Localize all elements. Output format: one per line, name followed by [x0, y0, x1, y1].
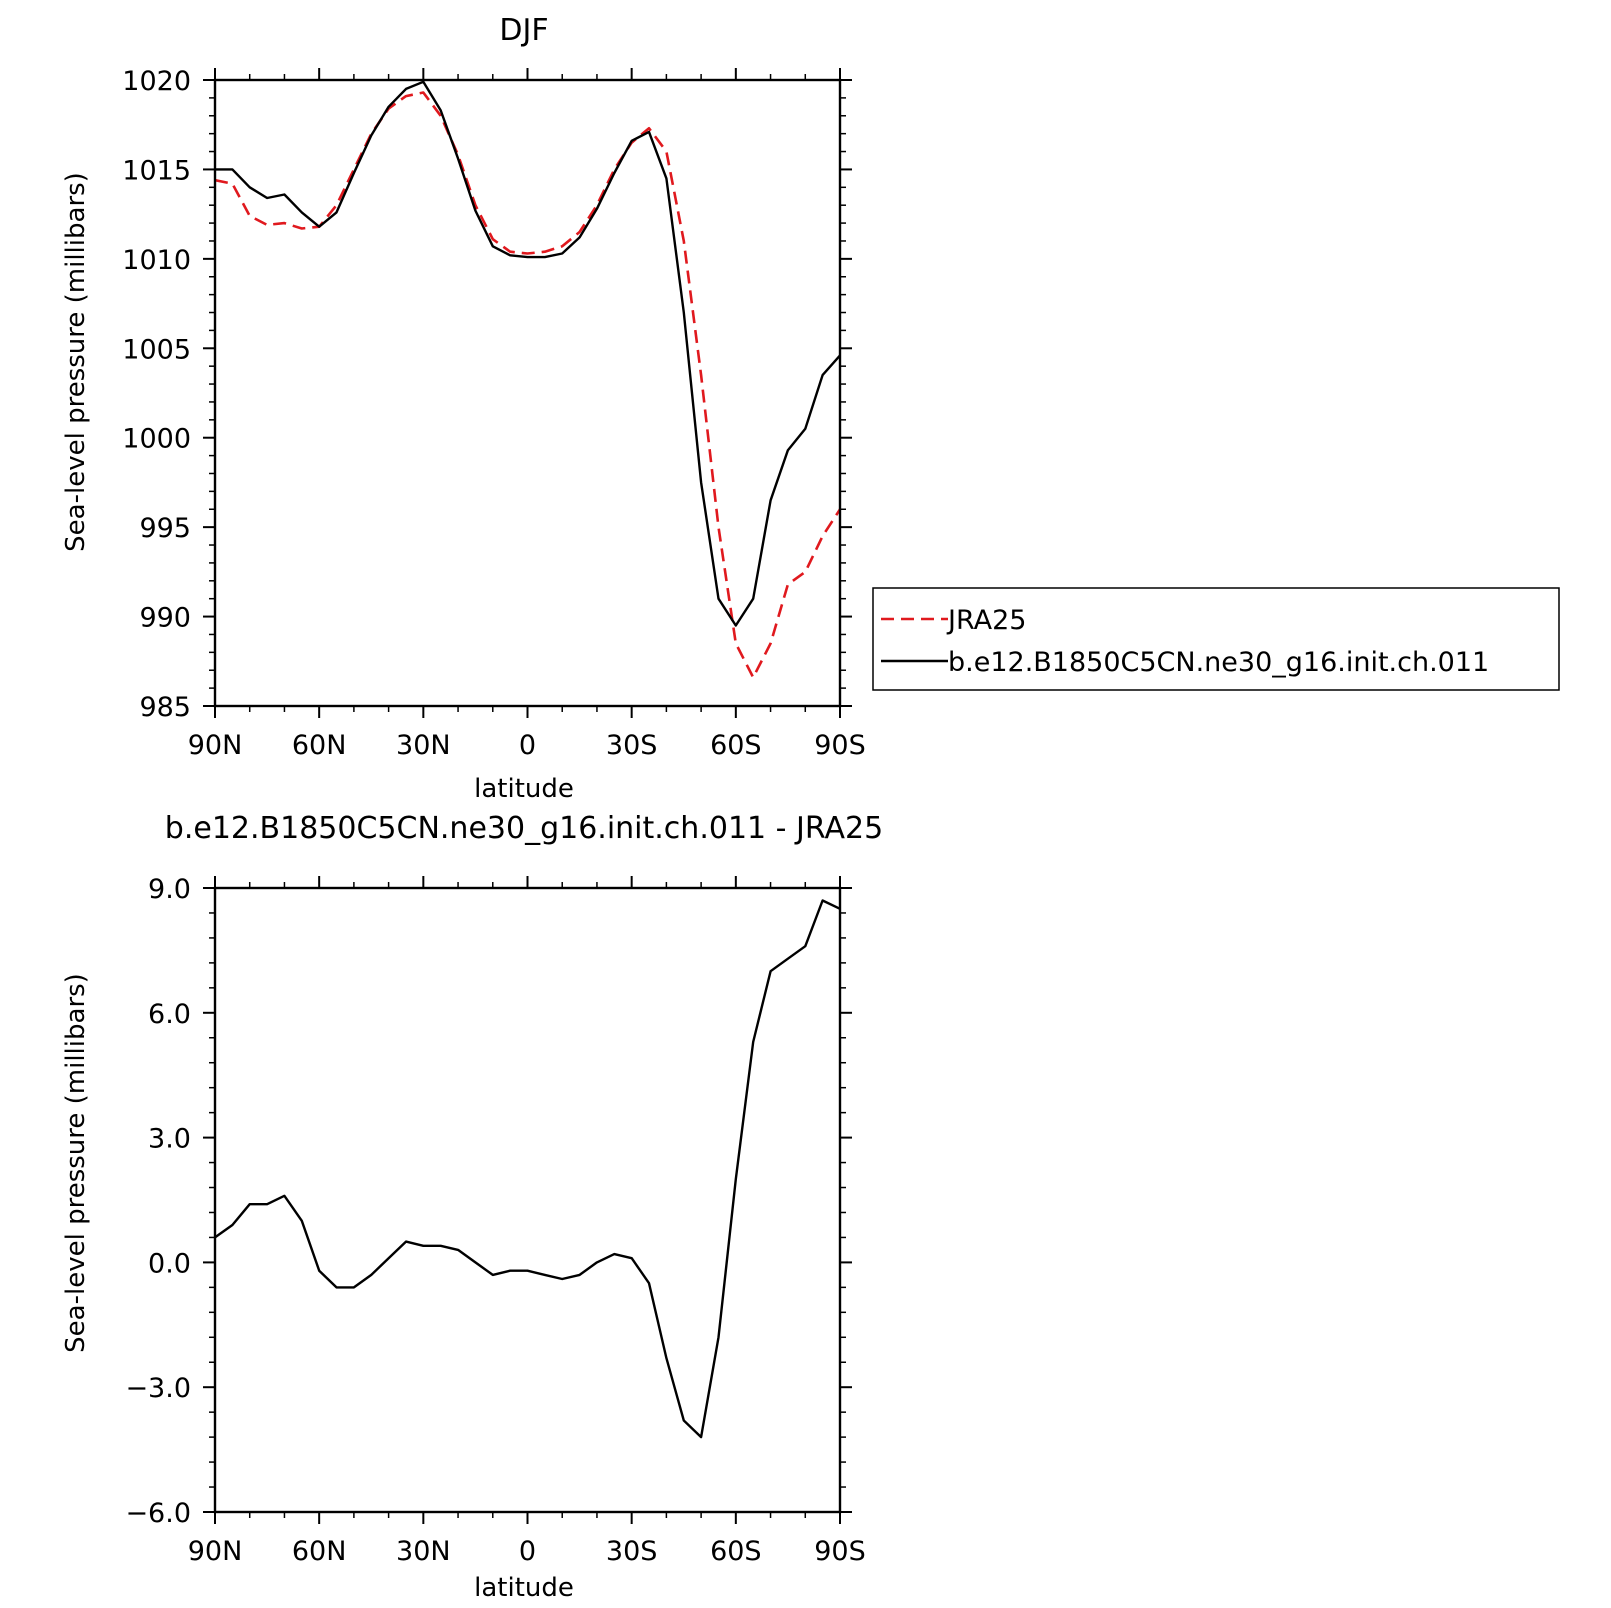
bottom-x-tick-label: 30N: [396, 1536, 451, 1567]
bottom-y-tick-label: −3.0: [125, 1373, 191, 1404]
top-panel: DJF 90N 60N 30N 0 30S 60S 90S 985 990 995 1000 1005…: [61, 13, 866, 804]
bottom-y-tick-label: 3.0: [148, 1124, 191, 1155]
top-x-tick-label: 60S: [710, 730, 762, 761]
bottom-y-tick-label: 0.0: [148, 1248, 191, 1279]
top-y-tick-label: 1000: [122, 424, 191, 455]
bottom-panel: b.e12.B1850C5CN.ne30_g16.init.ch.011 - J…: [61, 811, 883, 1603]
legend-label-jra25: JRA25: [946, 605, 1026, 636]
top-y-tick-label: 995: [139, 513, 191, 544]
top-series-0-line: [215, 91, 840, 679]
top-series-1-line: [215, 80, 840, 627]
bottom-series-0-line: [215, 899, 840, 1439]
bottom-y-tick-label: 9.0: [148, 874, 191, 905]
top-x-tick-label: 0: [519, 730, 536, 761]
bottom-plot-frame: [213, 886, 842, 1514]
top-y-tick-label: 1020: [122, 66, 191, 97]
top-y-tick-label: 985: [139, 692, 191, 723]
bottom-y-axis-label: Sea-level pressure (millibars): [61, 973, 91, 1353]
top-x-axis-label: latitude: [474, 774, 574, 804]
top-x-tick-label: 90N: [188, 730, 243, 761]
top-y-tick-label: 1005: [122, 334, 191, 365]
top-plot-frame: [213, 78, 842, 708]
bottom-y-tick-label: 6.0: [148, 999, 191, 1030]
top-panel-title: DJF: [499, 13, 548, 48]
top-x-tick-label: 90S: [814, 730, 866, 761]
top-y-tick-label: 1015: [122, 155, 191, 186]
bottom-panel-title: b.e12.B1850C5CN.ne30_g16.init.ch.011 - J…: [165, 811, 883, 846]
bottom-x-tick-label: 90S: [814, 1536, 866, 1567]
bottom-x-tick-label: 60S: [710, 1536, 762, 1567]
bottom-x-tick-label: 90N: [188, 1536, 243, 1567]
legend-box: [872, 587, 1560, 691]
top-y-tick-label: 990: [139, 603, 191, 634]
top-x-tick-label: 30S: [606, 730, 658, 761]
top-x-tick-label: 30N: [396, 730, 451, 761]
legend-label-model: b.e12.B1850C5CN.ne30_g16.init.ch.011: [948, 647, 1489, 678]
top-y-axis-label: Sea-level pressure (millibars): [61, 172, 91, 552]
bottom-plot-area: 90N 60N 30N 0 30S 60S 90S −6.0 −3.0 0.0 3.0 6.0 9.0: [125, 874, 865, 1567]
bottom-x-axis-label: latitude: [474, 1573, 574, 1603]
legend: JRA25 b.e12.B1850C5CN.ne30_g16.init.ch.0…: [872, 587, 1560, 691]
bottom-x-tick-label: 30S: [606, 1536, 658, 1567]
bottom-x-tick-label: 0: [519, 1536, 536, 1567]
top-x-tick-label: 60N: [292, 730, 347, 761]
top-y-tick-label: 1010: [122, 245, 191, 276]
bottom-y-tick-label: −6.0: [125, 1498, 191, 1529]
bottom-x-tick-label: 60N: [292, 1536, 347, 1567]
top-plot-area: 90N 60N 30N 0 30S 60S 90S 985 990 995 1000 1005 1010…: [122, 66, 865, 761]
